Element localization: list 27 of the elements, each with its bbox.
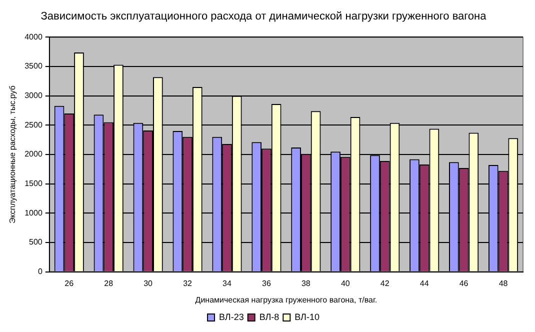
y-tick-label: 3000 xyxy=(24,91,43,100)
x-tick-label: 34 xyxy=(222,278,232,288)
y-tick-label: 1500 xyxy=(24,179,43,188)
x-tick-label: 40 xyxy=(340,278,350,288)
y-tick-label: 0 xyxy=(38,267,43,276)
x-tick-label: 28 xyxy=(104,278,114,288)
x-tick-label: 32 xyxy=(183,278,193,288)
x-tick-label: 42 xyxy=(380,278,390,288)
y-tick-label: 2000 xyxy=(24,150,43,159)
legend-label: ВЛ-8 xyxy=(259,312,280,322)
y-tick-label: 3500 xyxy=(24,62,43,71)
legend-label: ВЛ-10 xyxy=(294,312,320,322)
x-axis-title: Динамическая нагрузка груженного вагона, т/ваг. xyxy=(195,295,378,304)
chart-title: Зависимость эксплуатационного расхода от динамической нагрузки груженного вагона xyxy=(40,10,488,23)
x-tick-label: 36 xyxy=(262,278,272,288)
x-tick-label: 46 xyxy=(459,278,469,288)
x-tick-label: 30 xyxy=(144,278,154,288)
x-tick-label: 44 xyxy=(420,278,430,288)
legend-label: ВЛ-23 xyxy=(219,312,244,322)
y-tick-label: 4000 xyxy=(24,32,43,42)
x-tick-label: 38 xyxy=(301,278,311,288)
y-tick-label: 1000 xyxy=(24,208,43,218)
x-tick-label: 48 xyxy=(498,278,508,288)
x-tick-label: 26 xyxy=(64,278,74,288)
y-tick-label: 500 xyxy=(29,238,43,247)
y-axis-title: Эксплуатационные расходы, тыс.руб xyxy=(8,85,18,224)
y-tick-label: 2500 xyxy=(24,120,43,130)
